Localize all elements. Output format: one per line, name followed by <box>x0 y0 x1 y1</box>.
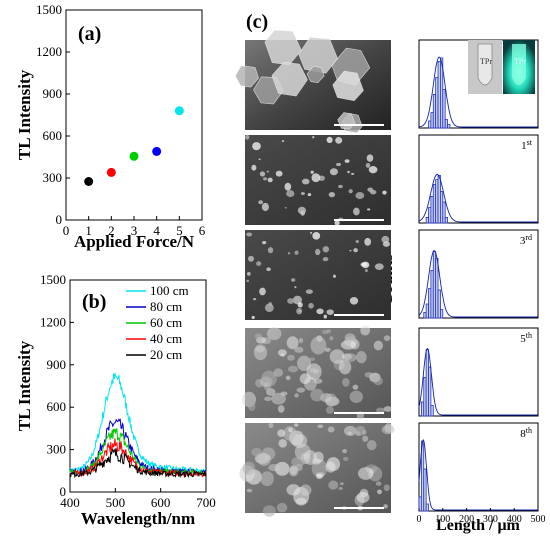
histogram-bar <box>447 124 451 129</box>
histogram-bar <box>442 89 446 129</box>
b-ytick-label: 600 <box>47 399 67 414</box>
a-ytick-label: 300 <box>43 170 63 185</box>
b-series-line <box>69 447 207 479</box>
b-xtick-label: 600 <box>151 495 171 510</box>
b-legend-label: 100 cm <box>150 283 189 298</box>
c-xtick-label: 200 <box>459 514 474 525</box>
b-legend-label: 60 cm <box>150 315 182 330</box>
histogram-fit-curve <box>418 347 538 416</box>
panel-a-xlabel: Applied Force/N <box>74 232 195 251</box>
histogram-bar <box>437 289 441 319</box>
histogram-fit-curve <box>418 249 538 318</box>
a-ytick-label: 0 <box>56 212 63 227</box>
a-ytick-label: 900 <box>43 86 63 101</box>
a-data-point <box>84 177 94 186</box>
b-ytick-label: 1500 <box>40 272 66 287</box>
histogram-fit-curve <box>418 174 538 223</box>
a-data-point <box>129 151 139 161</box>
a-ytick-label: 1500 <box>36 2 62 17</box>
vial-daylight-label: TPr <box>480 57 492 66</box>
histogram-bar <box>440 309 444 319</box>
histogram-panel: 8th <box>418 422 539 512</box>
panel-b-label: (b) <box>82 291 106 313</box>
a-xtick-label: 1 <box>85 223 92 238</box>
histogram-bar <box>423 468 427 512</box>
b-legend-label: 40 cm <box>150 331 182 346</box>
vial-inset: TPr TPr <box>468 40 535 94</box>
panel-c-xlabel: Length / μm <box>436 517 520 534</box>
histogram-bar <box>425 503 429 512</box>
histogram-panel <box>418 39 539 129</box>
a-data-point <box>174 106 184 116</box>
histogram-cycle-label: 5th <box>520 331 532 345</box>
b-series-line <box>69 372 207 475</box>
sem-image <box>242 325 393 420</box>
b-xtick-label: 700 <box>196 495 216 510</box>
c-xtick-label: 100 <box>435 514 450 525</box>
histogram-bar <box>444 216 448 224</box>
a-xtick-label: 2 <box>108 223 115 238</box>
histogram-fit-curve <box>418 56 538 128</box>
panel-c-label: (c) <box>246 11 268 33</box>
b-ytick-label: 900 <box>47 357 67 372</box>
a-ytick-label: 1200 <box>36 44 62 59</box>
histogram-panel: 1st <box>418 134 539 224</box>
a-xtick-label: 0 <box>63 223 70 238</box>
histogram-frame <box>418 327 539 417</box>
panel-b-ylabel: TL Intensity <box>15 340 34 431</box>
a-ytick-label: 600 <box>43 128 63 143</box>
histogram-bar <box>442 201 446 224</box>
histogram-bar <box>430 405 434 417</box>
histogram-frame <box>418 229 539 319</box>
c-xtick-label: 400 <box>507 514 522 525</box>
b-xtick-label: 400 <box>60 495 80 510</box>
panel-a: (a) TL Intensity Applied Force/N 0 300 600… <box>15 2 206 251</box>
histogram-bar <box>444 119 448 129</box>
c-xtick-label: 500 <box>531 514 546 525</box>
a-xtick-label: 3 <box>131 223 138 238</box>
a-xtick-label: 6 <box>199 223 206 238</box>
panel-a-label: (a) <box>78 23 101 45</box>
b-legend-label: 20 cm <box>150 347 182 362</box>
c-xtick-label: 300 <box>483 514 498 525</box>
panel-b-xlabel: Wavelength/nm <box>81 509 195 528</box>
panel-a-ylabel: TL Intensity <box>15 69 34 160</box>
vial-daylight-tube <box>477 43 493 86</box>
sem-image <box>245 134 391 226</box>
vial-glow-tube <box>512 44 526 85</box>
histogram-cycle-label: 8th <box>520 426 532 440</box>
histogram-panel: 5th <box>418 327 539 417</box>
b-ytick-label: 0 <box>60 484 67 499</box>
histogram-cycle-label: 3rd <box>520 233 532 247</box>
histogram-panel: 3rd <box>418 229 539 319</box>
b-ytick-label: 1200 <box>40 314 66 329</box>
c-xtick-label: 0 <box>417 514 422 525</box>
histogram-bar <box>428 366 432 417</box>
vial-glow-label: TPr <box>514 57 526 66</box>
sem-image <box>245 230 391 320</box>
a-data-point <box>106 167 116 177</box>
histogram-fit-curve <box>418 438 538 511</box>
sem-image <box>234 29 391 134</box>
b-ytick-label: 300 <box>47 442 67 457</box>
panel-b-axes-frame <box>69 279 207 493</box>
histogram-frame <box>418 134 539 224</box>
panel-c: (c) Counts Length / μm 1st3rd5th8th01002… <box>234 11 546 534</box>
a-xtick-label: 5 <box>176 223 183 238</box>
b-xtick-label: 500 <box>106 495 126 510</box>
a-data-point <box>152 146 162 156</box>
b-legend-label: 80 cm <box>150 299 182 314</box>
sem-image <box>239 422 395 517</box>
histogram-frame <box>418 422 539 512</box>
histogram-cycle-label: 1st <box>521 138 533 152</box>
panel-b: (b) TL Intensity Wavelength/nm 0 300 600 90… <box>15 272 216 528</box>
a-xtick-label: 4 <box>153 223 160 238</box>
